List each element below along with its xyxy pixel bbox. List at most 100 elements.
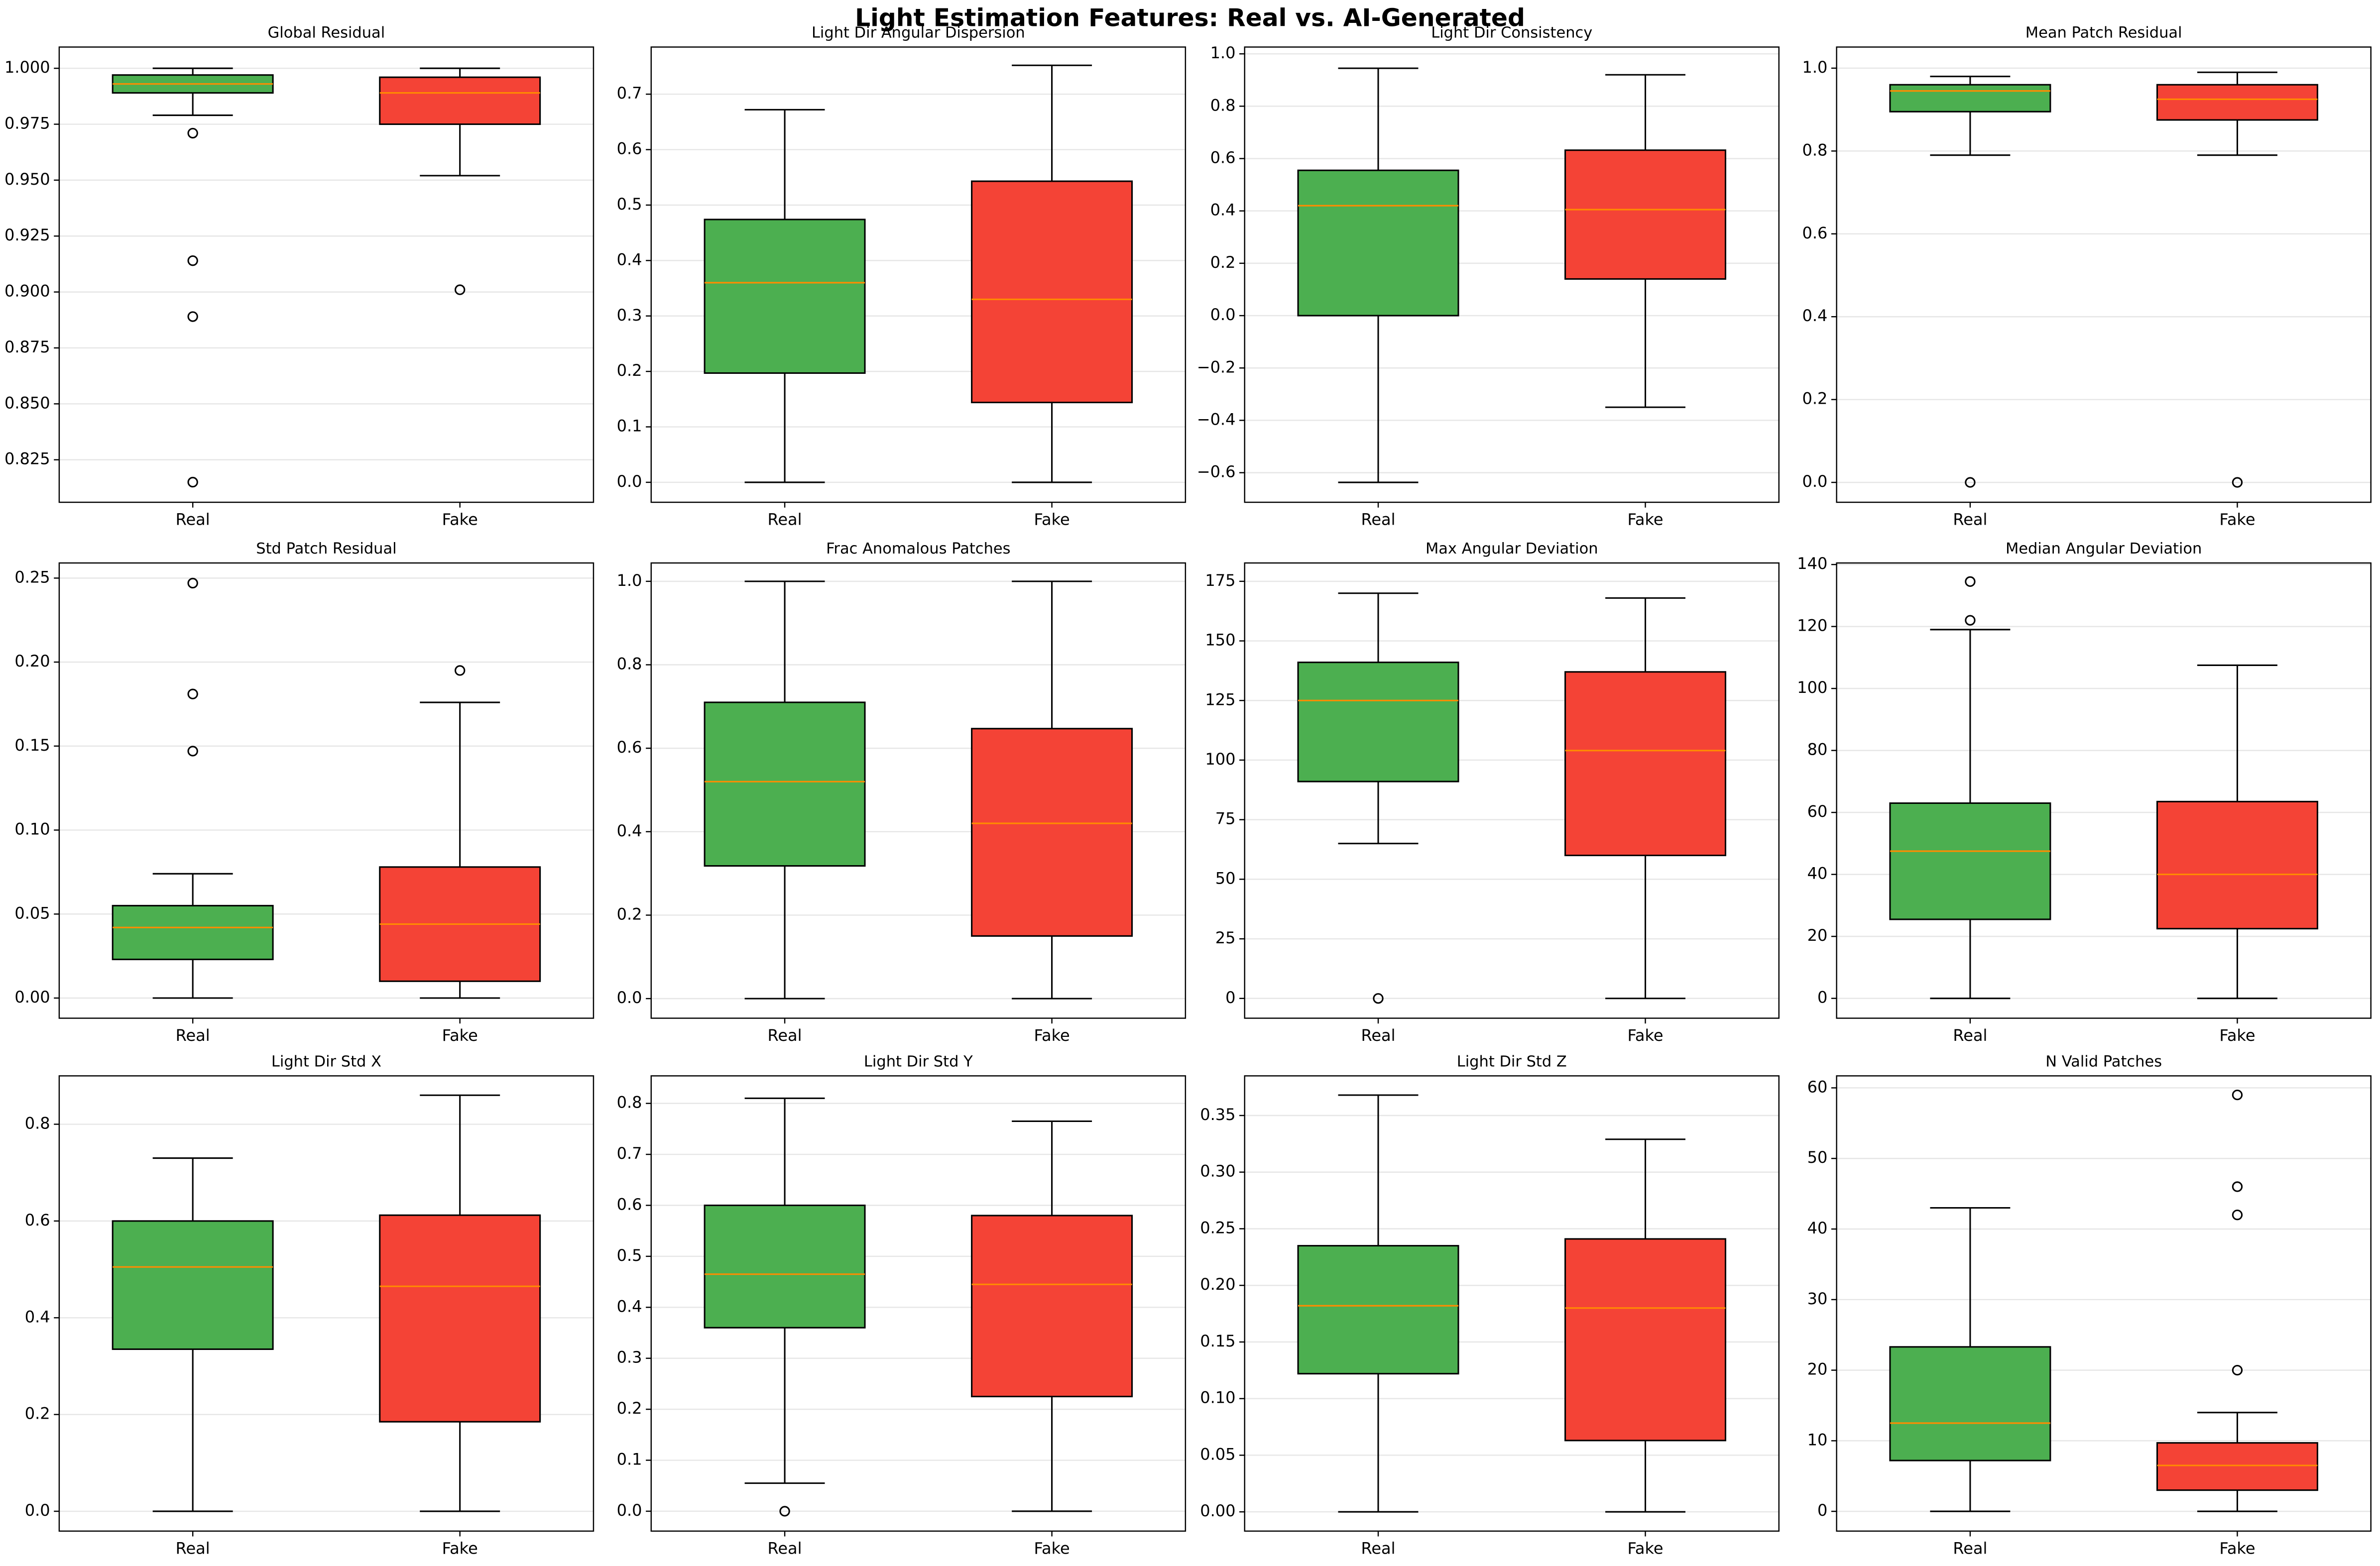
y-tick-label: 0.2 — [617, 361, 642, 380]
y-tick-label: 0.900 — [4, 282, 50, 301]
y-tick-label: −0.4 — [1197, 410, 1236, 429]
x-tick-label: Real — [1361, 510, 1396, 529]
y-tick-label: 40 — [1807, 1219, 1828, 1237]
box — [2156, 1442, 2318, 1491]
box — [1297, 662, 1459, 783]
subplot-title: N Valid Patches — [2045, 1053, 2162, 1070]
box — [1564, 149, 1727, 280]
flier — [187, 476, 198, 488]
y-tick-label: 0.20 — [1200, 1275, 1235, 1294]
x-tick-label: Fake — [1627, 1026, 1663, 1045]
y-tick-label: 0 — [1817, 1501, 1827, 1520]
y-tick-label: 0.2 — [1210, 253, 1236, 272]
y-tick-label: 0.6 — [1210, 148, 1236, 167]
y-tick-label: 25 — [1215, 928, 1236, 947]
box — [1889, 84, 2051, 112]
subplot-title: Std Patch Residual — [256, 540, 396, 558]
box — [1564, 1238, 1727, 1442]
y-tick-label: 0.3 — [617, 306, 642, 325]
y-tick-label: 125 — [1205, 690, 1235, 709]
box — [379, 76, 541, 125]
y-tick-label: 0.10 — [1200, 1388, 1235, 1407]
y-tick-label: 1.0 — [1210, 43, 1236, 62]
y-tick-label: 0.0 — [1802, 472, 1827, 491]
y-tick-label: 0.8 — [617, 1093, 642, 1112]
y-tick-label: 0.05 — [1200, 1445, 1235, 1463]
y-tick-label: 0.4 — [617, 821, 642, 840]
x-tick-label: Fake — [442, 1539, 478, 1558]
y-tick-label: 0.05 — [14, 903, 50, 922]
y-tick-label: 0.1 — [617, 417, 642, 436]
y-tick-label: 40 — [1807, 864, 1828, 883]
y-tick-label: 100 — [1797, 678, 1827, 697]
y-tick-label: 0.25 — [1200, 1218, 1235, 1237]
subplot-title: Median Angular Deviation — [2006, 540, 2202, 558]
y-tick-label: 0.2 — [1802, 389, 1827, 408]
y-tick-label: 0.2 — [617, 904, 642, 923]
y-tick-label: 0.5 — [617, 1246, 642, 1265]
box — [1889, 1346, 2051, 1461]
y-tick-label: 60 — [1807, 802, 1828, 821]
box — [112, 1220, 274, 1350]
flier — [2232, 1181, 2243, 1192]
y-tick-label: 0.4 — [25, 1307, 50, 1326]
y-tick-label: 0.0 — [617, 472, 642, 491]
flier — [187, 688, 198, 699]
axes-frame — [1244, 46, 1780, 503]
y-tick-label: 0.4 — [1210, 201, 1236, 220]
y-tick-label: 0.8 — [1802, 140, 1827, 159]
y-tick-label: 50 — [1215, 869, 1236, 888]
subplot-title: Light Dir Std Z — [1457, 1053, 1567, 1070]
y-tick-label: 100 — [1205, 750, 1235, 769]
flier — [187, 255, 198, 266]
y-tick-label: 30 — [1807, 1289, 1828, 1308]
box — [704, 219, 866, 374]
subplot-title: Mean Patch Residual — [2025, 24, 2182, 42]
y-tick-label: 80 — [1807, 740, 1828, 759]
x-tick-label: Real — [768, 1026, 802, 1045]
x-tick-label: Real — [1953, 510, 1987, 529]
axes-frame — [650, 46, 1187, 503]
x-tick-label: Real — [1953, 1026, 1987, 1045]
box — [1564, 671, 1727, 857]
y-tick-label: 120 — [1797, 616, 1827, 635]
y-tick-label: 0.6 — [25, 1211, 50, 1230]
x-tick-label: Fake — [1034, 1026, 1070, 1045]
y-tick-label: 0.4 — [1802, 306, 1827, 325]
flier — [2232, 477, 2243, 488]
y-tick-label: 1.0 — [1802, 58, 1827, 77]
y-tick-label: 0.20 — [14, 652, 50, 671]
x-tick-label: Real — [1361, 1026, 1396, 1045]
y-tick-label: 0.8 — [25, 1114, 50, 1133]
axes-frame — [1836, 46, 2372, 503]
flier — [187, 577, 198, 589]
y-tick-label: 0.30 — [1200, 1162, 1235, 1181]
subplot-title: Frac Anomalous Patches — [826, 540, 1010, 558]
axes-frame — [650, 562, 1187, 1019]
flier — [1373, 993, 1384, 1004]
y-tick-label: 0.950 — [4, 170, 50, 189]
box — [704, 1204, 866, 1329]
x-tick-label: Fake — [1034, 510, 1070, 529]
y-tick-label: 0.00 — [14, 988, 50, 1007]
y-tick-label: 1.000 — [4, 58, 50, 77]
flier — [455, 284, 466, 295]
axes-frame — [1244, 1075, 1780, 1532]
subplot-title: Light Dir Std X — [271, 1053, 381, 1070]
box — [1297, 1245, 1459, 1375]
x-tick-label: Real — [1953, 1539, 1987, 1558]
x-tick-label: Fake — [442, 510, 478, 529]
y-tick-label: 0.2 — [617, 1399, 642, 1418]
y-tick-label: 0.15 — [14, 736, 50, 755]
x-tick-label: Fake — [2219, 1539, 2255, 1558]
box — [704, 701, 866, 867]
flier — [455, 665, 466, 676]
y-tick-label: 140 — [1797, 554, 1827, 573]
flier — [1965, 615, 1976, 626]
y-tick-label: 0.7 — [617, 1144, 642, 1163]
y-tick-label: 0.4 — [617, 250, 642, 269]
axes-frame — [58, 1075, 595, 1532]
